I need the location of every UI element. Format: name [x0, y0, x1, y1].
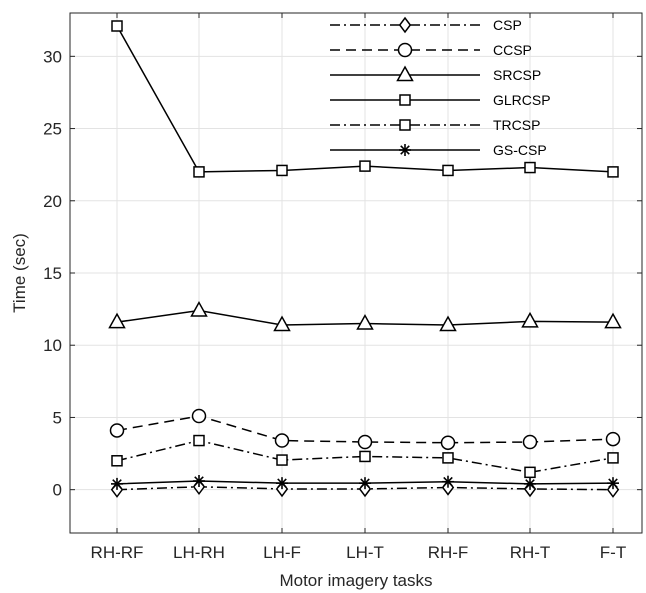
- data-point: [111, 455, 123, 467]
- legend-entry: SRCSP: [330, 65, 541, 83]
- asterisk-stroke: [194, 476, 204, 486]
- legend-entry: CSP: [330, 16, 522, 34]
- asterisk-stroke: [360, 478, 370, 488]
- data-point: [442, 475, 454, 488]
- legend-label: SRCSP: [493, 67, 541, 83]
- data-point: [357, 434, 373, 450]
- data-point: [193, 166, 205, 178]
- data-point: [359, 450, 371, 463]
- series-layer: [108, 20, 622, 498]
- data-point: [359, 160, 371, 172]
- data-point: [274, 433, 290, 448]
- data-point: [111, 477, 123, 490]
- data-point: [190, 301, 208, 317]
- legend-marker: [399, 144, 411, 156]
- y-axis-title: Time (sec): [10, 233, 29, 313]
- x-tick-label: LH-T: [346, 543, 384, 562]
- asterisk-stroke: [608, 478, 618, 488]
- asterisk-stroke: [277, 478, 287, 488]
- data-point: [439, 315, 457, 332]
- x-tick-label: RH-F: [428, 543, 469, 562]
- legend: CSP CCSP SRCSP GLRCSP TRCSP GS-CSP: [330, 16, 551, 158]
- series-glrcsp: [111, 20, 619, 178]
- data-point: [442, 452, 454, 464]
- legend-marker: [396, 65, 414, 82]
- legend-marker: [399, 119, 411, 131]
- y-tick-label: 5: [53, 408, 62, 427]
- legend-entry: CCSP: [330, 42, 532, 58]
- data-point: [359, 477, 371, 490]
- legend-label: TRCSP: [493, 117, 540, 133]
- data-point: [273, 315, 291, 332]
- data-point: [193, 475, 205, 487]
- series-srcsp: [108, 301, 622, 332]
- series-trcsp: [111, 434, 619, 479]
- grid: [70, 13, 642, 533]
- data-point: [604, 312, 622, 329]
- legend-label: GS-CSP: [493, 142, 547, 158]
- legend-label: CSP: [493, 17, 522, 33]
- legend-marker: [397, 42, 413, 58]
- x-tick-label: LH-RH: [173, 543, 225, 562]
- y-tick-label: 30: [43, 47, 62, 66]
- asterisk-stroke: [112, 479, 122, 489]
- legend-entry: GS-CSP: [330, 142, 547, 158]
- data-point: [276, 477, 288, 490]
- y-tick-label: 0: [53, 481, 62, 500]
- data-point: [442, 164, 454, 177]
- data-point: [440, 435, 456, 450]
- data-point: [276, 164, 288, 177]
- legend-marker: [398, 16, 412, 34]
- data-point: [191, 408, 207, 424]
- data-point: [108, 312, 126, 329]
- data-point: [193, 434, 205, 447]
- y-tick-label: 20: [43, 192, 62, 211]
- legend-entry: GLRCSP: [330, 92, 551, 108]
- y-tick-label: 25: [43, 120, 62, 139]
- legend-label: CCSP: [493, 42, 532, 58]
- asterisk-stroke: [525, 479, 535, 489]
- x-tick-label: F-T: [600, 543, 626, 562]
- x-tick-label: RH-RF: [91, 543, 144, 562]
- data-point: [522, 434, 538, 450]
- series-gs-csp: [111, 475, 619, 490]
- data-point: [607, 477, 619, 490]
- data-point: [524, 161, 536, 174]
- series-ccsp: [109, 408, 621, 450]
- data-point: [607, 452, 619, 464]
- data-point: [524, 466, 536, 479]
- x-tick-label: LH-F: [263, 543, 301, 562]
- legend-marker: [399, 94, 411, 106]
- legend-label: GLRCSP: [493, 92, 551, 108]
- y-tick-label: 10: [43, 336, 62, 355]
- data-point: [111, 20, 123, 32]
- data-point: [607, 166, 619, 178]
- data-point: [356, 314, 374, 330]
- x-axis-title: Motor imagery tasks: [279, 571, 432, 590]
- legend-entry: TRCSP: [330, 117, 540, 133]
- y-tick-label: 15: [43, 264, 62, 283]
- ticks: RH-RF LH-RH LH-F LH-T RH-F RH-T F-T 0 5 10 15 20 25 3…: [43, 13, 642, 562]
- data-point: [521, 311, 539, 328]
- x-tick-label: RH-T: [510, 543, 551, 562]
- asterisk-stroke: [400, 145, 410, 155]
- data-point: [276, 454, 288, 466]
- data-point: [605, 431, 621, 447]
- data-point: [109, 423, 125, 438]
- asterisk-stroke: [443, 476, 453, 487]
- data-point: [524, 477, 536, 490]
